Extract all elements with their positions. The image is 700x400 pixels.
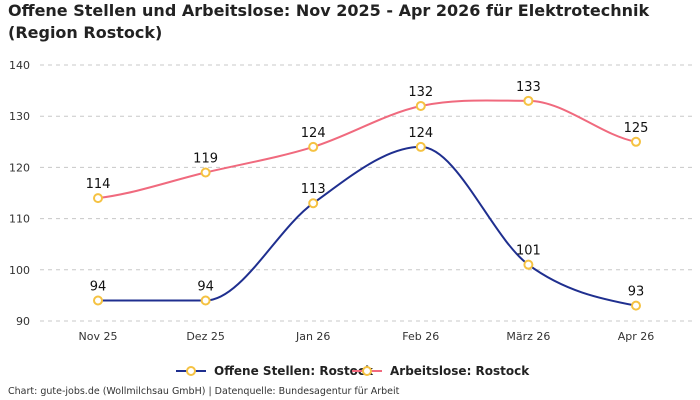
data-label: 124 xyxy=(301,126,326,141)
data-label: 93 xyxy=(628,285,645,300)
y-tick-label: 130 xyxy=(9,110,30,123)
data-point xyxy=(308,198,319,209)
x-tick-label: März 26 xyxy=(506,330,550,343)
y-tick-label: 110 xyxy=(9,213,30,226)
x-tick-label: Jan 26 xyxy=(295,330,330,343)
data-label: 132 xyxy=(408,85,433,100)
legend-label: Arbeitslose: Rostock xyxy=(390,364,530,378)
y-tick-label: 100 xyxy=(9,264,30,277)
chart-title: Offene Stellen und Arbeitslose: Nov 2025… xyxy=(8,1,650,42)
data-point xyxy=(200,295,211,306)
data-label: 125 xyxy=(624,121,649,136)
x-tick-label: Feb 26 xyxy=(402,330,439,343)
y-tick-label: 140 xyxy=(9,59,30,72)
legend-label: Offene Stellen: Rostock xyxy=(214,364,374,378)
x-tick-label: Apr 26 xyxy=(618,330,655,343)
data-labels: 94 94 113 124 101 93 114 119 124 132 133 125 xyxy=(86,80,649,300)
data-label: 113 xyxy=(301,182,326,197)
series-line xyxy=(97,99,637,200)
data-point xyxy=(415,141,426,152)
grid-lines xyxy=(40,64,692,322)
x-tick-label: Dez 25 xyxy=(186,330,225,343)
data-point xyxy=(523,259,534,270)
legend-marker xyxy=(362,366,372,376)
legend-marker xyxy=(186,366,196,376)
data-point xyxy=(93,295,103,306)
data-label: 133 xyxy=(516,80,541,95)
source-footer: Chart: gute-jobs.de (Wollmilchsau GmbH) … xyxy=(8,386,400,397)
data-point xyxy=(631,300,641,311)
data-point xyxy=(308,141,319,152)
data-point xyxy=(415,100,426,111)
data-label: 114 xyxy=(86,177,111,192)
x-axis: Nov 25 Dez 25 Jan 26 Feb 26 März 26 Apr 26 xyxy=(79,330,655,343)
data-label: 94 xyxy=(197,280,214,295)
data-point xyxy=(200,167,211,178)
series-lines xyxy=(93,95,641,311)
data-label: 101 xyxy=(516,244,541,259)
y-tick-label: 90 xyxy=(16,315,30,328)
y-axis: 90 100 110 120 130 140 xyxy=(9,59,30,328)
x-tick-label: Nov 25 xyxy=(79,330,118,343)
y-tick-label: 120 xyxy=(9,161,30,174)
data-label: 94 xyxy=(90,280,107,295)
data-point xyxy=(93,193,103,204)
data-label: 124 xyxy=(408,126,433,141)
series-line xyxy=(97,145,637,307)
data-point xyxy=(631,136,641,147)
legend: Offene Stellen: Rostock Arbeitslose: Rost… xyxy=(176,364,530,378)
data-label: 119 xyxy=(193,152,218,167)
data-point xyxy=(523,95,534,106)
